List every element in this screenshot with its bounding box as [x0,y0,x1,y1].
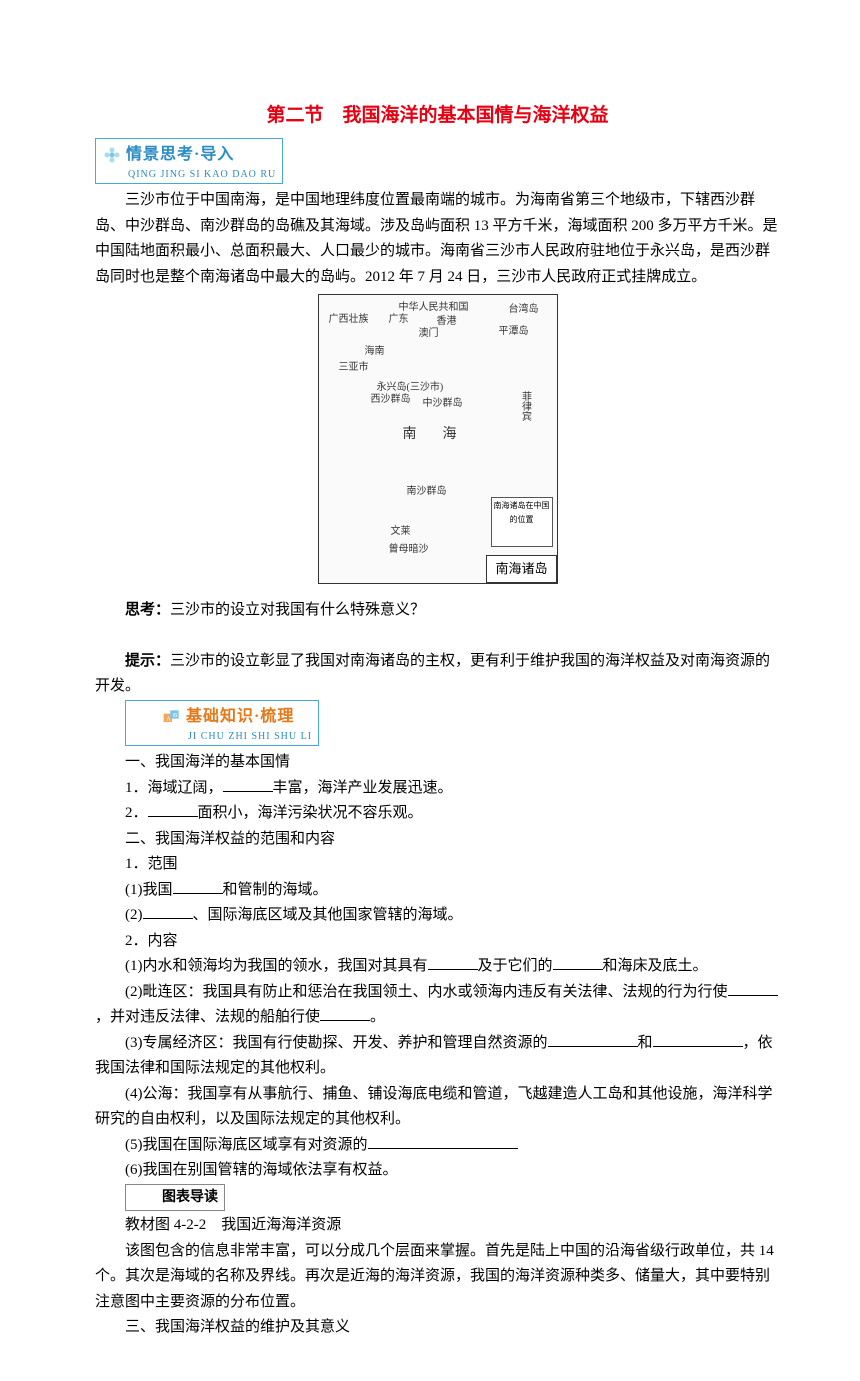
item-2-c2: (2)毗连区：我国具有防止和惩治在我国领土、内水或领海内违反有关法律、法规的行为… [95,980,780,1031]
item-2-range: 1．范围 [95,852,780,878]
fill-blank[interactable] [653,1031,743,1047]
fill-blank[interactable] [553,954,603,970]
fill-blank[interactable] [223,776,273,792]
chart-guide-wrap: 图表导读 [95,1184,780,1214]
fill-blank[interactable] [320,1005,370,1021]
abc-cube-icon: AB [132,707,152,727]
chart-ref: 教材图 4-2-2 我国近海海洋资源 [95,1213,780,1239]
section-2-heading: 二、我国海洋权益的范围和内容 [95,827,780,853]
section-title: 第二节 我国海洋的基本国情与海洋权益 [95,100,780,132]
item-2-c5: (5)我国在国际海底区域享有对资源的 [95,1133,780,1159]
chart-guide-badge: 图表导读 [125,1184,225,1212]
badge-title: 基础知识·梳理 [156,703,294,730]
fill-blank[interactable] [728,980,778,996]
south-china-sea-map: 中华人民共和国 广西壮族 广东 香港 台湾岛 平潭岛 澳门 海南 三亚市 永兴岛… [318,294,558,584]
chart-desc: 该图包含的信息非常丰富，可以分成几个层面来掌握。首先是陆上中国的沿海省级行政单位… [95,1239,780,1316]
item-2-content: 2．内容 [95,929,780,955]
item-1-2: 2．面积小，海洋污染状况不容乐观。 [95,801,780,827]
think-question: 思考：三沙市的设立对我国有什么特殊意义？ [95,598,780,624]
badge-pinyin: JI CHU ZHI SHI SHU LI [158,728,312,745]
intro-paragraph: 三沙市位于中国南海，是中国地理纬度位置最南端的城市。为海南省第三个地级市，下辖西… [95,188,780,290]
fill-blank[interactable] [368,1133,518,1149]
fill-blank[interactable] [173,878,223,894]
fill-blank[interactable] [428,954,478,970]
badge-pinyin: QING JING SI KAO DAO RU [128,166,276,183]
item-2-r1: (1)我国和管制的海域。 [95,878,780,904]
fill-blank[interactable] [143,903,193,919]
item-1-1: 1．海域辽阔，丰富，海洋产业发展迅速。 [95,776,780,802]
map-figure: 中华人民共和国 广西壮族 广东 香港 台湾岛 平潭岛 澳门 海南 三亚市 永兴岛… [95,294,780,594]
think-label: 思考： [125,602,170,618]
badge-scene-thinking: 情景思考·导入 QING JING SI KAO DAO RU [95,138,283,184]
badge-basic-knowledge: AB 基础知识·梳理 JI CHU ZHI SHI SHU LI [125,700,319,746]
flower-icon [102,145,122,165]
item-2-c3: (3)专属经济区：我国有行使勘探、开发、养护和管理自然资源的和，依我国法律和国际… [95,1031,780,1082]
section-3-heading: 三、我国海洋权益的维护及其意义 [95,1315,780,1341]
fill-blank[interactable] [148,801,198,817]
hint-label: 提示： [125,653,170,669]
hint-answer: 提示：三沙市的设立彰显了我国对南海诸岛的主权，更有利于维护我国的海洋权益及对南海… [95,649,780,700]
section-1-heading: 一、我国海洋的基本国情 [95,750,780,776]
item-2-c6: (6)我国在别国管辖的海域依法享有权益。 [95,1158,780,1184]
item-2-c4: (4)公海：我国享有从事航行、捕鱼、铺设海底电缆和管道，飞越建造人工岛和其他设施… [95,1082,780,1133]
item-2-c1: (1)内水和领海均为我国的领水，我国对其具有及于它们的和海床及底土。 [95,954,780,980]
fill-blank[interactable] [548,1031,638,1047]
badge-title: 情景思考·导入 [126,141,234,168]
item-2-r2: (2)、国际海底区域及其他国家管辖的海域。 [95,903,780,929]
